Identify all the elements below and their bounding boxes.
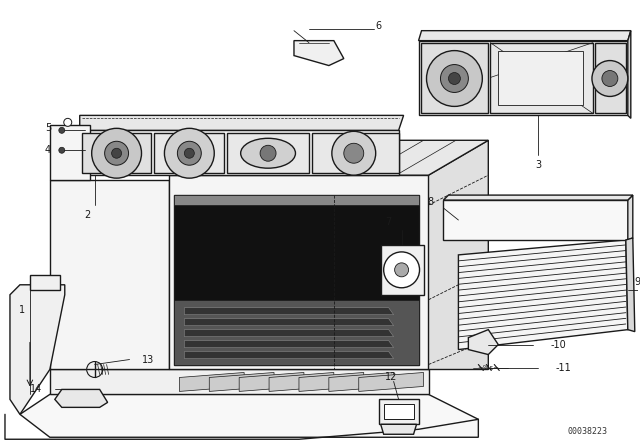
Polygon shape bbox=[30, 275, 60, 290]
Circle shape bbox=[602, 70, 618, 86]
Polygon shape bbox=[420, 43, 488, 113]
Polygon shape bbox=[444, 195, 633, 200]
Text: 1: 1 bbox=[19, 305, 25, 314]
Polygon shape bbox=[170, 140, 488, 175]
Polygon shape bbox=[312, 134, 399, 173]
Circle shape bbox=[104, 141, 129, 165]
Polygon shape bbox=[154, 134, 224, 173]
Polygon shape bbox=[174, 300, 419, 365]
Polygon shape bbox=[444, 200, 628, 240]
Polygon shape bbox=[227, 134, 309, 173]
Polygon shape bbox=[184, 352, 394, 358]
Polygon shape bbox=[329, 372, 394, 392]
Polygon shape bbox=[628, 195, 633, 240]
Text: 14: 14 bbox=[29, 384, 42, 394]
Text: -11: -11 bbox=[555, 362, 571, 372]
Polygon shape bbox=[174, 195, 419, 205]
Polygon shape bbox=[50, 180, 170, 370]
Polygon shape bbox=[170, 175, 429, 370]
Circle shape bbox=[111, 148, 122, 158]
Polygon shape bbox=[50, 125, 90, 180]
Circle shape bbox=[395, 263, 408, 277]
Text: 00038223: 00038223 bbox=[568, 427, 608, 436]
Circle shape bbox=[440, 65, 468, 92]
Circle shape bbox=[592, 60, 628, 96]
Polygon shape bbox=[383, 405, 413, 419]
Polygon shape bbox=[20, 394, 478, 437]
Text: 7: 7 bbox=[385, 217, 392, 227]
Polygon shape bbox=[80, 130, 399, 175]
Polygon shape bbox=[626, 238, 635, 332]
Polygon shape bbox=[50, 370, 429, 394]
Circle shape bbox=[177, 141, 202, 165]
Polygon shape bbox=[490, 43, 593, 113]
Polygon shape bbox=[184, 340, 394, 348]
Polygon shape bbox=[419, 41, 628, 116]
Circle shape bbox=[332, 131, 376, 175]
Text: 6: 6 bbox=[376, 21, 381, 31]
Polygon shape bbox=[628, 30, 631, 118]
Text: 12: 12 bbox=[385, 372, 398, 383]
Polygon shape bbox=[174, 195, 419, 365]
Polygon shape bbox=[359, 372, 424, 392]
Circle shape bbox=[344, 143, 364, 163]
Circle shape bbox=[449, 73, 460, 85]
Text: 9: 9 bbox=[635, 277, 640, 287]
Circle shape bbox=[426, 51, 483, 107]
Polygon shape bbox=[184, 308, 394, 314]
Polygon shape bbox=[209, 372, 274, 392]
Polygon shape bbox=[458, 240, 628, 349]
Text: 8: 8 bbox=[428, 197, 433, 207]
Polygon shape bbox=[419, 30, 631, 41]
Text: 3: 3 bbox=[535, 160, 541, 170]
Polygon shape bbox=[381, 424, 417, 434]
Polygon shape bbox=[239, 372, 304, 392]
Polygon shape bbox=[80, 116, 404, 130]
Bar bbox=[499, 51, 583, 105]
Polygon shape bbox=[381, 245, 424, 295]
Polygon shape bbox=[269, 372, 334, 392]
Polygon shape bbox=[82, 134, 152, 173]
Polygon shape bbox=[299, 372, 364, 392]
Circle shape bbox=[164, 128, 214, 178]
Circle shape bbox=[260, 145, 276, 161]
Text: -10: -10 bbox=[550, 340, 566, 349]
Polygon shape bbox=[595, 43, 626, 113]
Text: 2: 2 bbox=[84, 210, 91, 220]
Text: 13: 13 bbox=[141, 354, 154, 365]
Circle shape bbox=[86, 362, 102, 378]
Polygon shape bbox=[179, 372, 244, 392]
Text: ~%s~: ~%s~ bbox=[477, 365, 499, 370]
Polygon shape bbox=[468, 330, 499, 354]
Polygon shape bbox=[184, 319, 394, 326]
Circle shape bbox=[184, 148, 195, 158]
Ellipse shape bbox=[241, 138, 296, 168]
Polygon shape bbox=[10, 285, 65, 414]
Polygon shape bbox=[184, 330, 394, 336]
Circle shape bbox=[64, 118, 72, 126]
Circle shape bbox=[92, 128, 141, 178]
Polygon shape bbox=[55, 389, 108, 407]
Circle shape bbox=[59, 127, 65, 134]
Text: 4: 4 bbox=[45, 145, 51, 155]
Polygon shape bbox=[379, 399, 419, 424]
Circle shape bbox=[59, 147, 65, 153]
Text: 5: 5 bbox=[45, 123, 51, 134]
Polygon shape bbox=[294, 41, 344, 65]
Circle shape bbox=[383, 252, 420, 288]
Polygon shape bbox=[429, 140, 488, 370]
